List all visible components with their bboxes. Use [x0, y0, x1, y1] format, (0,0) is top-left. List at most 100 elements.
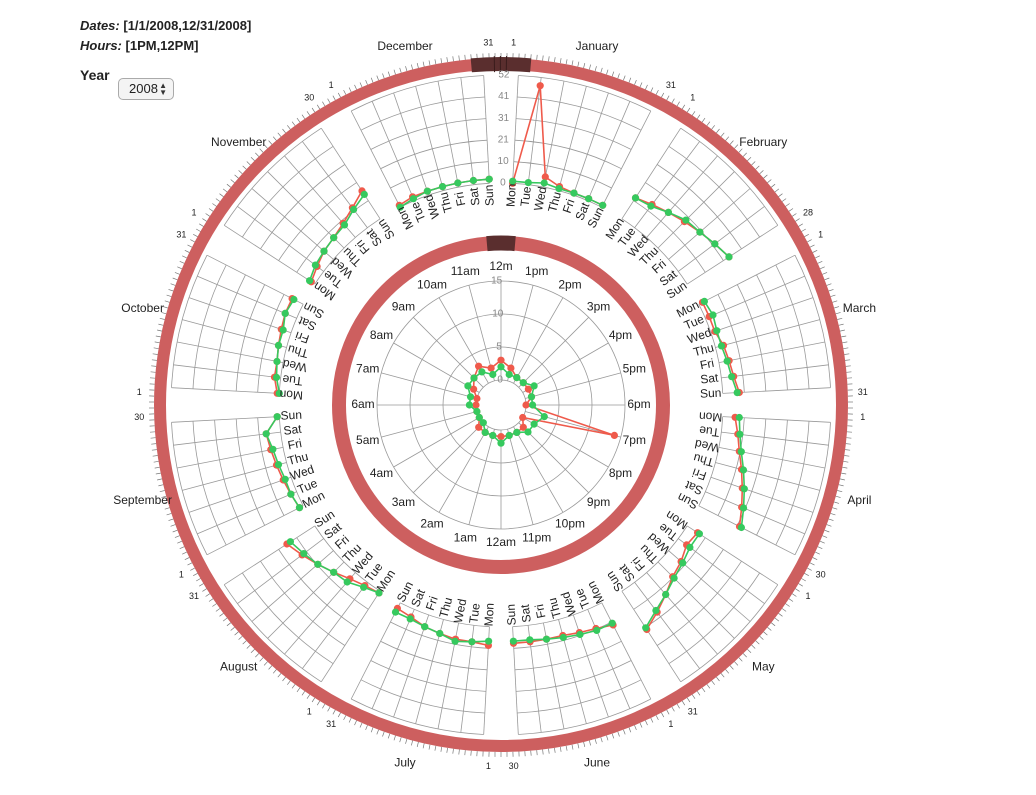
data-point-red	[536, 82, 544, 90]
day-tick	[196, 228, 201, 232]
month-radial-tick-label: 52	[498, 70, 510, 81]
day-tick	[589, 64, 591, 70]
panel-grid-spoke	[527, 77, 542, 185]
hour-label: 3am	[392, 495, 415, 509]
weekday-label: Tue	[698, 423, 720, 439]
day-tick	[157, 329, 163, 332]
day-tick	[354, 84, 357, 90]
data-point-green	[555, 185, 563, 193]
day-tick	[666, 709, 670, 715]
day-number-label: 1	[860, 412, 865, 422]
day-tick	[571, 744, 574, 750]
weekday-label: Fri	[353, 237, 373, 257]
hour-data-point-green	[465, 401, 473, 409]
month-label: February	[739, 135, 787, 149]
hour-chart	[376, 280, 626, 530]
data-point-green	[274, 341, 283, 349]
data-point-green	[269, 445, 277, 453]
day-tick	[554, 747, 556, 753]
day-tick	[458, 749, 460, 755]
data-point-green	[736, 430, 744, 438]
day-tick	[411, 740, 413, 746]
day-tick	[583, 741, 586, 747]
hour-label: 11pm	[522, 530, 551, 544]
day-tick	[234, 174, 239, 179]
day-tick	[184, 249, 190, 253]
day-tick	[530, 750, 532, 756]
day-tick	[548, 748, 550, 754]
day-tick	[238, 170, 243, 174]
day-tick	[172, 529, 178, 533]
data-point-green	[723, 357, 731, 365]
data-point-green	[642, 624, 650, 632]
day-tick	[322, 703, 326, 709]
weekday-label: Sat	[518, 603, 534, 623]
hour-label: 9am	[392, 300, 415, 314]
weekday-label: Thu	[286, 449, 310, 468]
data-point-green	[438, 183, 447, 191]
dates-label: Dates:	[80, 18, 120, 33]
day-tick	[846, 437, 852, 439]
day-number-label: 1	[179, 569, 184, 579]
day-tick	[464, 750, 466, 756]
day-tick	[742, 653, 747, 658]
day-tick	[161, 312, 167, 315]
panel-grid-spoke	[415, 86, 444, 191]
weekday-label: Sat	[682, 478, 705, 498]
weekday-label: Sat	[408, 586, 428, 609]
day-tick	[208, 598, 214, 602]
weekday-label: Wed	[451, 598, 469, 625]
day-tick	[725, 669, 730, 674]
day-tick	[843, 347, 849, 350]
year-select[interactable]: 2008 ▲ ▼	[118, 78, 174, 100]
data-point-green	[406, 615, 414, 623]
day-tick	[161, 495, 167, 498]
data-point-green	[279, 326, 287, 334]
day-tick	[177, 540, 183, 544]
day-tick	[536, 750, 538, 756]
data-point-green	[320, 247, 328, 255]
data-point-green	[664, 208, 673, 216]
day-tick	[778, 613, 783, 617]
panel-grid-spoke	[657, 561, 735, 639]
day-tick	[809, 562, 815, 566]
day-tick	[212, 203, 217, 207]
day-tick	[268, 665, 273, 670]
day-tick	[577, 743, 580, 749]
weekday-label: Fri	[332, 532, 352, 552]
day-tick	[205, 593, 210, 597]
weekday-label: Thu	[692, 340, 716, 359]
day-tick	[747, 649, 752, 654]
data-point-green	[524, 179, 532, 187]
day-tick	[151, 443, 157, 445]
month-panel-january	[508, 75, 652, 209]
day-number-label: 31	[688, 706, 698, 716]
panel-grid-spoke	[543, 81, 565, 188]
day-tick	[817, 546, 823, 550]
data-point-green	[686, 543, 694, 552]
panel-grid-spoke	[710, 476, 814, 513]
hour-grid-spoke	[393, 417, 480, 468]
day-tick	[250, 156, 255, 161]
hours-label: Hours:	[80, 38, 122, 53]
hour-data-point-green	[478, 368, 486, 376]
panel-grid-spoke	[197, 491, 297, 535]
day-tick	[634, 79, 637, 85]
day-tick	[226, 622, 232, 627]
day-tick	[382, 73, 385, 79]
day-tick	[751, 644, 756, 649]
year-select-value: 2008	[129, 81, 158, 96]
day-tick	[839, 329, 845, 332]
month-radial-tick-label: 21	[498, 134, 510, 145]
panel-grid-arc	[223, 127, 322, 226]
hour-label: 4am	[370, 466, 393, 480]
day-tick	[798, 583, 803, 587]
day-tick	[159, 490, 165, 493]
day-tick	[446, 57, 448, 63]
day-tick	[778, 193, 783, 197]
day-tick	[205, 213, 210, 217]
hour-grid-spoke	[438, 426, 489, 513]
hour-label: 6am	[351, 397, 374, 411]
day-tick	[215, 198, 221, 202]
day-tick	[617, 731, 620, 737]
